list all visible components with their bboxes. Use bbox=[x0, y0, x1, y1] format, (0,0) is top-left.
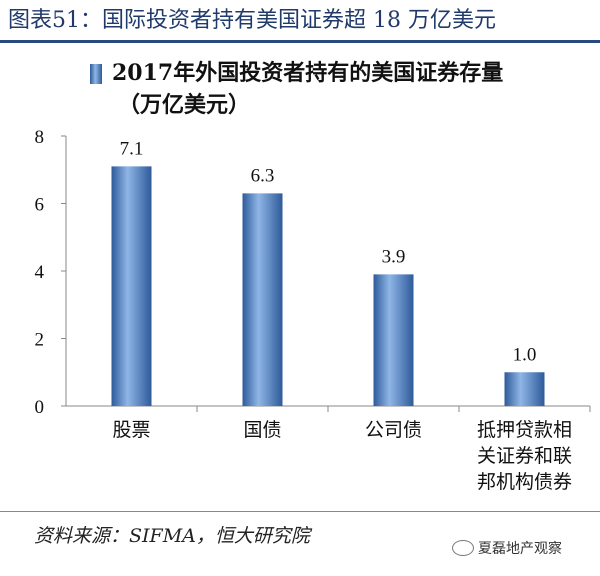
y-tick-label: 0 bbox=[35, 397, 45, 418]
x-tick-label: 邦机构债券 bbox=[477, 471, 572, 493]
unit-label: （万亿美元） bbox=[118, 92, 251, 118]
x-tick-label: 抵押贷款相 bbox=[477, 419, 572, 441]
source-note: 资料来源：SIFMA，恒大研究院 bbox=[34, 525, 310, 547]
y-tick-label: 8 bbox=[35, 127, 45, 148]
legend: 2017年外国投资者持有的美国证券存量 bbox=[90, 58, 590, 88]
x-tick-label: 公司债 bbox=[365, 419, 422, 441]
legend-swatch bbox=[90, 64, 102, 84]
watermark: 夏磊地产观察 bbox=[452, 538, 562, 562]
wechat-icon bbox=[452, 540, 474, 556]
watermark-text: 夏磊地产观察 bbox=[478, 541, 562, 557]
y-tick-label: 2 bbox=[35, 330, 45, 351]
source-divider bbox=[0, 511, 600, 512]
bar bbox=[242, 193, 283, 406]
data-label: 1.0 bbox=[513, 344, 537, 365]
x-tick-label: 国债 bbox=[243, 419, 281, 441]
legend-label: 2017年外国投资者持有的美国证券存量 bbox=[112, 60, 504, 86]
bar bbox=[373, 274, 414, 406]
data-label: 3.9 bbox=[382, 246, 406, 267]
y-tick-label: 4 bbox=[35, 262, 45, 283]
y-tick-label: 6 bbox=[35, 195, 45, 216]
x-tick-label: 股票 bbox=[112, 419, 150, 441]
bar bbox=[504, 372, 545, 406]
title-divider bbox=[0, 40, 600, 43]
data-label: 6.3 bbox=[251, 165, 275, 186]
bar bbox=[111, 166, 152, 406]
figure-title: 图表51：国际投资者持有美国证券超 18 万亿美元 bbox=[8, 8, 496, 33]
data-label: 7.1 bbox=[120, 138, 144, 159]
x-tick-label: 关证券和联 bbox=[477, 445, 572, 467]
